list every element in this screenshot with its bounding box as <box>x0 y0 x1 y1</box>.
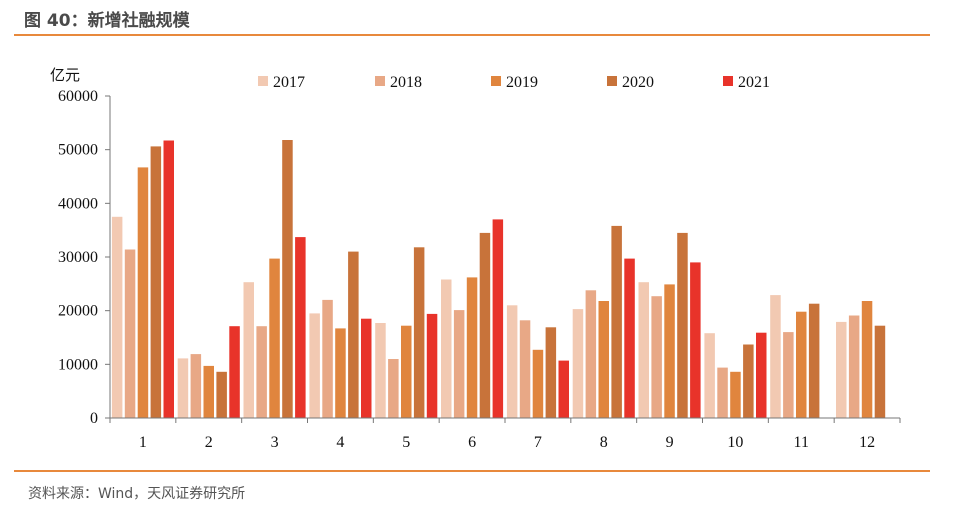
bar-2021-9 <box>690 262 701 418</box>
bar-2017-7 <box>506 305 518 418</box>
x-tick-label: 11 <box>794 434 809 451</box>
y-tick-label: 10000 <box>58 356 98 373</box>
y-tick-label: 30000 <box>58 249 98 266</box>
x-tick-label: 3 <box>271 434 279 451</box>
bar-2019-5 <box>401 325 412 418</box>
top-divider <box>14 34 930 36</box>
bar-2019-7 <box>532 349 544 418</box>
bar-2019-10 <box>730 371 741 418</box>
bar-2018-5 <box>388 359 399 418</box>
bar-2019-1 <box>137 167 149 418</box>
legend-label-2017: 2017 <box>273 74 305 91</box>
bar-2018-11 <box>783 332 794 418</box>
y-tick-label: 40000 <box>58 195 98 212</box>
bar-series-group <box>111 140 886 419</box>
y-tick-label: 20000 <box>58 303 98 320</box>
x-tick-label: 6 <box>468 434 476 451</box>
x-tick-label: 1 <box>139 434 147 451</box>
bar-2020-12 <box>874 325 886 418</box>
y-axis-ticks: 0 10000 20000 30000 40000 50000 60000 <box>58 88 98 427</box>
chart-title: 图 40：新增社融规模 <box>24 11 190 31</box>
bar-2017-11 <box>770 295 781 418</box>
bar-2018-2 <box>190 354 202 418</box>
bar-2019-8 <box>598 301 609 418</box>
bottom-divider <box>14 470 930 472</box>
bar-2020-3 <box>282 140 293 418</box>
bar-2018-9 <box>651 296 662 418</box>
bar-2018-6 <box>453 310 465 418</box>
bar-2018-4 <box>322 299 333 418</box>
bar-2017-3 <box>243 282 254 418</box>
bar-2020-4 <box>348 251 359 418</box>
bar-2021-3 <box>295 237 306 418</box>
y-tick-label: 60000 <box>58 88 98 105</box>
bar-2019-2 <box>203 365 214 418</box>
bar-2018-12 <box>848 315 860 418</box>
x-tick-label: 10 <box>727 434 743 451</box>
bar-2018-10 <box>717 367 728 418</box>
legend-swatch-2020 <box>607 76 617 86</box>
bar-2019-11 <box>796 311 807 418</box>
bar-2017-2 <box>177 358 189 418</box>
bar-2020-8 <box>611 225 622 418</box>
bar-2017-9 <box>638 282 649 418</box>
bar-2020-6 <box>479 232 491 418</box>
legend-label-2018: 2018 <box>390 74 422 91</box>
bar-2018-1 <box>124 249 136 418</box>
y-tick-label: 0 <box>90 410 98 427</box>
bar-2017-8 <box>572 309 584 418</box>
bar-2018-3 <box>256 326 267 418</box>
bar-2017-12 <box>836 321 847 418</box>
legend-swatch-2017 <box>258 76 268 86</box>
axes <box>105 95 901 423</box>
bar-2020-1 <box>150 146 162 418</box>
x-tick-label: 5 <box>402 434 410 451</box>
x-tick-label: 12 <box>859 434 875 451</box>
bar-2021-5 <box>426 313 438 418</box>
bar-2017-10 <box>704 333 715 418</box>
x-tick-label: 2 <box>205 434 213 451</box>
bar-2020-7 <box>545 327 557 418</box>
bar-2020-9 <box>677 232 688 418</box>
y-axis-unit-label: 亿元 <box>50 66 80 84</box>
bar-2021-7 <box>558 360 569 418</box>
bar-2021-10 <box>756 332 767 418</box>
bar-2019-12 <box>861 301 873 418</box>
bar-2017-5 <box>375 323 386 418</box>
legend: 2017 2018 2019 2020 2021 <box>258 74 770 91</box>
bar-2021-8 <box>624 258 635 418</box>
x-tick-label: 9 <box>666 434 674 451</box>
bar-2017-6 <box>441 279 452 418</box>
bar-2018-7 <box>519 320 531 418</box>
bar-2021-4 <box>361 318 372 418</box>
bar-2020-11 <box>808 303 820 418</box>
y-tick-label: 50000 <box>58 142 98 159</box>
bar-2021-6 <box>492 219 504 418</box>
x-tick-label: 4 <box>336 434 344 451</box>
legend-swatch-2021 <box>723 76 733 86</box>
bar-2019-9 <box>664 284 675 418</box>
bar-2020-5 <box>413 247 425 418</box>
x-axis-ticks: 1 2 3 4 5 6 7 8 9 10 11 12 <box>139 434 875 451</box>
legend-label-2021: 2021 <box>738 74 770 91</box>
x-tick-label: 7 <box>534 434 542 451</box>
legend-swatch-2018 <box>375 76 385 86</box>
legend-label-2020: 2020 <box>622 74 654 91</box>
bar-2020-2 <box>216 371 227 418</box>
bar-2019-3 <box>269 258 280 418</box>
bar-2021-1 <box>163 140 174 418</box>
bar-2017-1 <box>111 216 123 419</box>
source-note: 资料来源：Wind，天风证券研究所 <box>28 486 246 502</box>
bar-2019-4 <box>335 328 346 418</box>
legend-label-2019: 2019 <box>506 74 538 91</box>
legend-swatch-2019 <box>491 76 501 86</box>
bar-2020-10 <box>743 344 754 418</box>
bar-2018-8 <box>585 290 597 418</box>
bar-2019-6 <box>466 277 478 418</box>
bar-2017-4 <box>309 313 320 418</box>
bar-2021-2 <box>229 326 240 418</box>
x-tick-label: 8 <box>600 434 608 451</box>
